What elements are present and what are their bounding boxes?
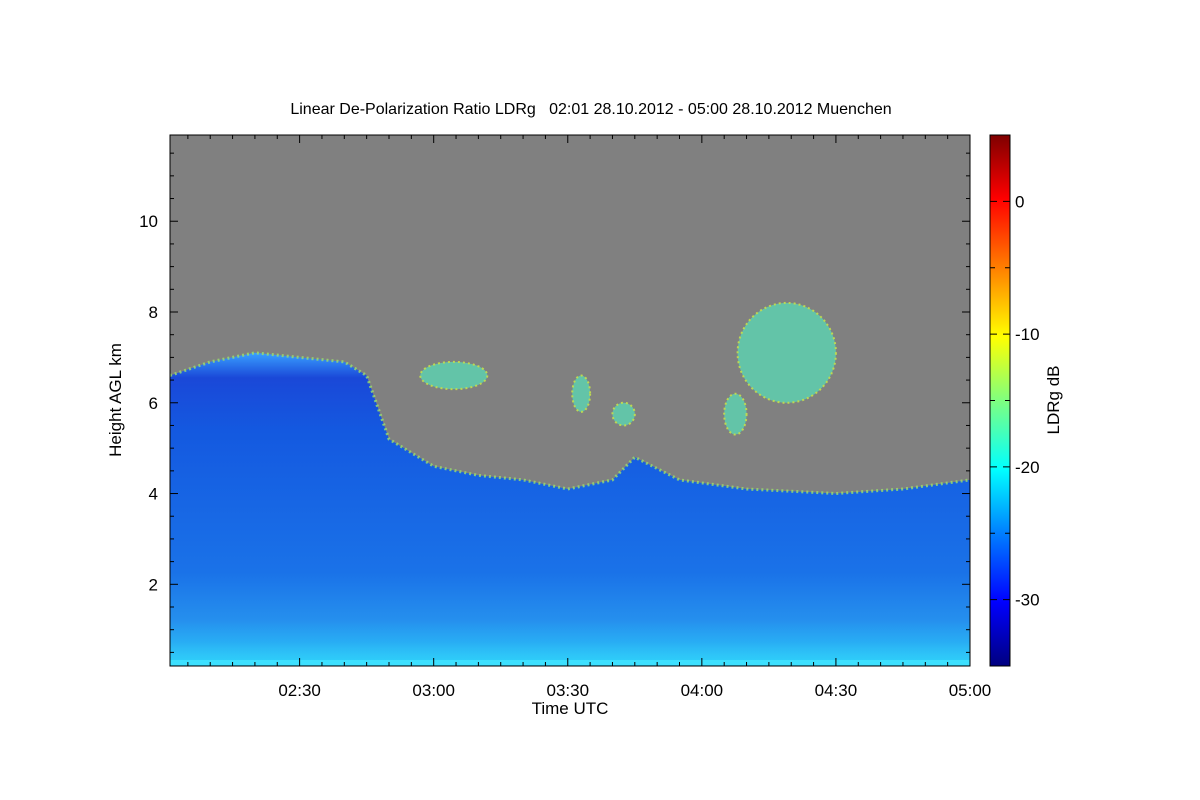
colorbar-label: LDRg dB — [1044, 366, 1063, 435]
colorbar-tick-label: -10 — [1015, 325, 1040, 344]
ground-layer — [170, 620, 970, 666]
cloud-patch-2 — [611, 401, 636, 427]
cloud-layer — [170, 352, 970, 666]
cloud-patches — [419, 301, 837, 436]
x-tick-label: 03:00 — [412, 681, 455, 700]
cloud-patch-4 — [736, 301, 837, 404]
x-axis: 02:30 03:00 03:30 04:00 04:30 05:00 — [187, 135, 992, 700]
cloud-patch-3 — [723, 392, 748, 436]
cloud-patch-0 — [419, 360, 489, 391]
y-tick-label: 2 — [149, 575, 158, 594]
cloud-patch-1 — [571, 374, 592, 413]
y-axis: 2 4 6 8 10 — [139, 152, 970, 653]
plot-frame — [169, 134, 971, 667]
y-tick-label: 4 — [149, 485, 158, 504]
x-tick-label: 04:00 — [681, 681, 724, 700]
chart-title: Linear De-Polarization Ratio LDRg 02:01 … — [290, 101, 891, 118]
colorbar-tick-label: 0 — [1015, 192, 1024, 211]
x-tick-label: 03:30 — [546, 681, 589, 700]
y-tick-label: 8 — [149, 303, 158, 322]
x-tick-label: 04:30 — [815, 681, 858, 700]
surface-line — [170, 660, 970, 665]
cloud-top-edge — [170, 351, 970, 496]
colorbar-tick-label: -30 — [1015, 591, 1040, 610]
x-tick-label: 05:00 — [949, 681, 992, 700]
y-tick-label: 6 — [149, 394, 158, 413]
y-axis-label: Height AGL km — [106, 343, 125, 457]
y-tick-label: 10 — [139, 212, 158, 231]
x-tick-label: 02:30 — [278, 681, 321, 700]
x-axis-label: Time UTC — [532, 699, 609, 718]
colorbar-tick-label: -20 — [1015, 458, 1040, 477]
colorbar-axis: -30 -20 -10 0 — [990, 134, 1040, 667]
